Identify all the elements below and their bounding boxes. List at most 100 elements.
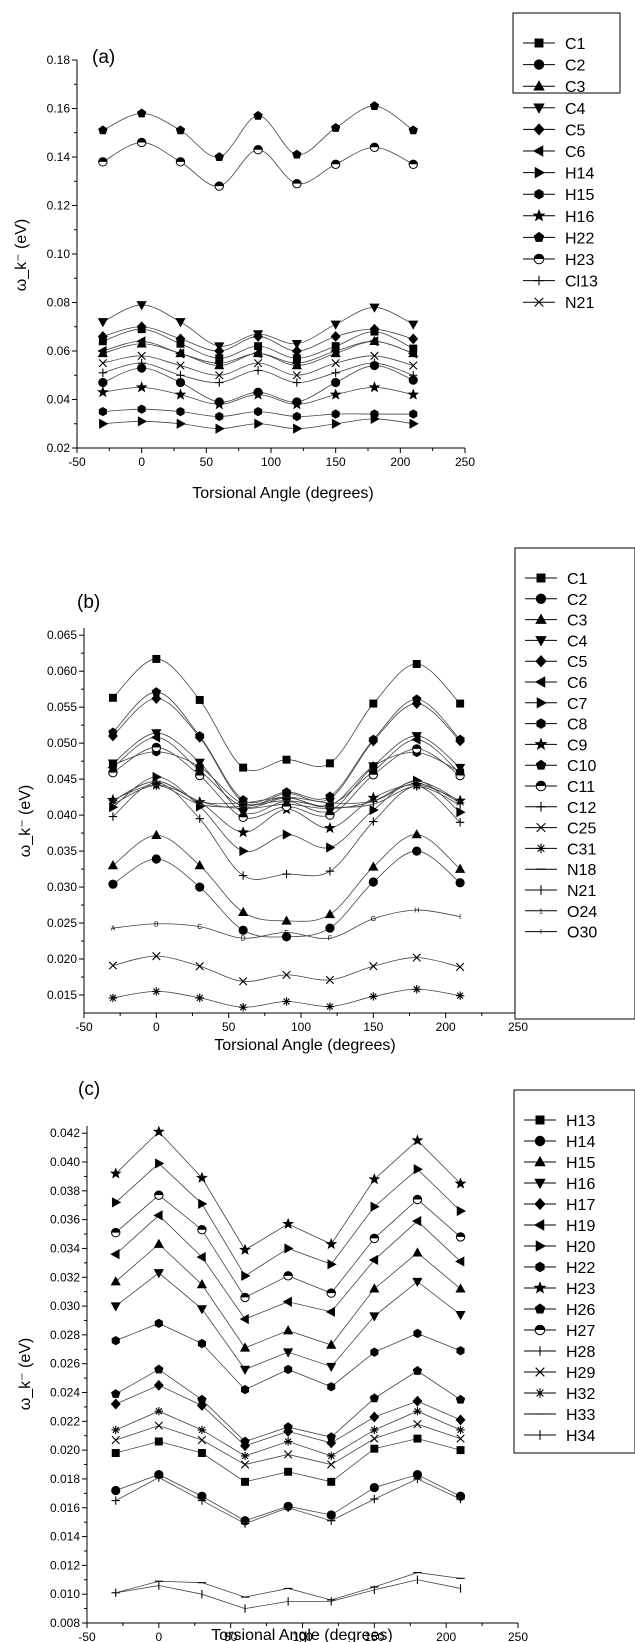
data-point-c31-marker	[108, 993, 118, 1003]
data-point-c3-marker	[194, 860, 205, 870]
series-line-c1	[112, 658, 461, 772]
data-point-h27-marker-fill	[111, 1228, 120, 1233]
series-o24: 1 1 1 1 1 1 1 1 1	[111, 779, 462, 808]
data-point-o24-marker: 1	[154, 779, 158, 786]
legend: H13 H14 H15 H16 H17 H19 H20 H22 H23 H26 H27 H28 H29 H…	[513, 1089, 635, 1454]
data-point-h16-marker	[455, 1310, 466, 1321]
data-point-c3-marker	[411, 829, 422, 839]
legend-item-c4: C4	[523, 101, 586, 118]
data-point-c1-marker	[412, 660, 421, 668]
data-point-o30-marker: A	[111, 926, 116, 933]
data-point-h19-marker	[110, 1249, 120, 1260]
data-point-c1-marker	[325, 759, 334, 768]
data-point-h20-marker	[370, 1201, 380, 1212]
legend-label: H17	[566, 1197, 595, 1214]
y-tick-label: 0.060	[47, 664, 77, 678]
data-point-n21-marker	[176, 361, 185, 370]
x-tick-label: 0	[153, 1020, 160, 1034]
y-tick-label: 0.042	[50, 1126, 80, 1140]
x-tick-label: 150	[364, 1630, 384, 1642]
series-c2	[108, 846, 465, 942]
data-point-h27-marker-fill	[154, 1190, 164, 1196]
legend-label: C12	[567, 800, 596, 817]
legend-label: H28	[566, 1344, 595, 1361]
data-point-h29-marker	[456, 1434, 465, 1443]
data-point-h14-marker	[137, 416, 148, 427]
series-c10	[108, 687, 465, 804]
data-point-c10-marker	[412, 694, 422, 704]
legend-item-h29: H29	[524, 1365, 595, 1382]
data-point-h14-marker	[111, 1485, 121, 1496]
legend-h19-marker	[533, 1219, 545, 1231]
data-point-c6-marker	[369, 336, 379, 347]
data-point-c2-marker	[412, 846, 422, 856]
data-point-h23-marker	[454, 1177, 467, 1189]
data-point-h22-marker	[408, 125, 418, 135]
data-point-c31-marker	[282, 997, 291, 1006]
legend-item-c10: C10	[525, 758, 596, 775]
data-point-h16-marker	[326, 1362, 337, 1373]
data-point-n21-marker	[215, 371, 224, 380]
data-point-c2-marker	[368, 877, 378, 887]
data-point-c3-marker	[151, 829, 162, 840]
data-point-c1-marker	[456, 699, 465, 708]
data-point-c12-marker	[325, 867, 335, 876]
data-point-c1-marker	[195, 695, 204, 704]
data-point-h16-marker	[290, 398, 303, 410]
legend: C1 C2 C3 C4 C5 C6 H14 H15 H16 H22 H23 Cl13 N21	[512, 12, 621, 312]
series-n21	[112, 781, 461, 812]
data-point-cl13-marker	[215, 378, 224, 387]
data-point-c4-marker	[408, 320, 419, 330]
series-h22	[111, 1318, 465, 1395]
data-point-c9-marker	[237, 826, 250, 838]
data-point-n21-marker	[370, 351, 379, 361]
axis-lines	[83, 628, 518, 1014]
data-point-c10-marker	[368, 734, 378, 744]
series-line-h23	[115, 1131, 461, 1251]
legend-c6-marker	[534, 676, 546, 688]
data-point-c25-marker	[455, 962, 465, 972]
data-point-h20-marker	[241, 1270, 251, 1281]
data-point-h15-marker	[137, 404, 146, 414]
data-point-h23-marker	[368, 1173, 381, 1185]
data-point-o24-marker: 1	[458, 799, 462, 806]
data-point-c11-marker-fill	[325, 810, 335, 816]
data-point-h14-marker	[409, 418, 419, 429]
data-point-o24-marker: 1	[328, 800, 332, 807]
y-tick-label: 0.025	[47, 916, 77, 930]
data-point-c25-marker	[108, 961, 118, 970]
data-point-h13-marker	[370, 1444, 379, 1453]
data-point-o30-marker: E	[284, 930, 289, 937]
legend-label: C9	[567, 737, 588, 754]
data-point-c25-marker	[282, 970, 291, 980]
data-point-cl13-marker	[409, 371, 418, 380]
y-tick-label: 0.055	[47, 700, 77, 714]
data-point-h14-marker	[176, 418, 186, 429]
data-point-h13-marker	[284, 1467, 293, 1476]
data-point-c25-marker	[195, 962, 204, 971]
data-point-h19-marker	[455, 1256, 465, 1267]
legend-item-c1: C1	[525, 571, 588, 588]
data-point-h15-marker	[370, 409, 379, 419]
legend-c1-marker	[534, 38, 544, 48]
y-tick-label: 0.040	[50, 1155, 80, 1169]
data-point-c10-marker	[195, 731, 205, 740]
data-point-cl13-marker	[176, 371, 185, 380]
data-point-c5-marker	[214, 345, 225, 357]
legend-label: H14	[566, 1134, 595, 1151]
data-point-c31-marker	[152, 987, 161, 996]
legend-label: C2	[565, 58, 586, 75]
data-point-h29-marker	[413, 1420, 422, 1429]
series-c31	[108, 985, 465, 1012]
series-line-h14	[115, 1474, 461, 1522]
data-point-c12-marker	[238, 871, 248, 880]
data-point-h14-marker	[215, 423, 225, 434]
legend-c10-marker	[535, 759, 547, 770]
data-point-c6-marker	[97, 345, 107, 357]
legend: C1 C2 C3 C4 C5 C6 C7 C8 C9 C10 C11 C12 C25 C31 N18 N21 1…	[514, 547, 635, 1020]
panel-label: (c)	[78, 1079, 100, 1100]
y-axis-label: ω_k⁻ (eV)	[13, 219, 30, 292]
data-point-c10-marker	[455, 734, 465, 744]
legend-h13-marker	[535, 1115, 545, 1125]
x-tick-label: 100	[292, 1630, 312, 1642]
